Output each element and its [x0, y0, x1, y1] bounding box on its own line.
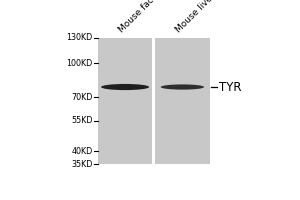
- Text: 130KD: 130KD: [66, 33, 92, 42]
- Bar: [155, 38, 210, 164]
- Text: TYR: TYR: [219, 81, 241, 94]
- Text: Mouse face: Mouse face: [117, 0, 160, 35]
- Text: 70KD: 70KD: [71, 93, 92, 102]
- Text: 40KD: 40KD: [71, 147, 92, 156]
- Text: 55KD: 55KD: [71, 116, 92, 125]
- Ellipse shape: [161, 84, 204, 90]
- Text: Mouse liver: Mouse liver: [175, 0, 218, 35]
- Ellipse shape: [101, 84, 149, 90]
- Bar: [98, 38, 152, 164]
- Text: 35KD: 35KD: [71, 160, 92, 169]
- Bar: [152, 38, 155, 164]
- Text: 100KD: 100KD: [66, 59, 92, 68]
